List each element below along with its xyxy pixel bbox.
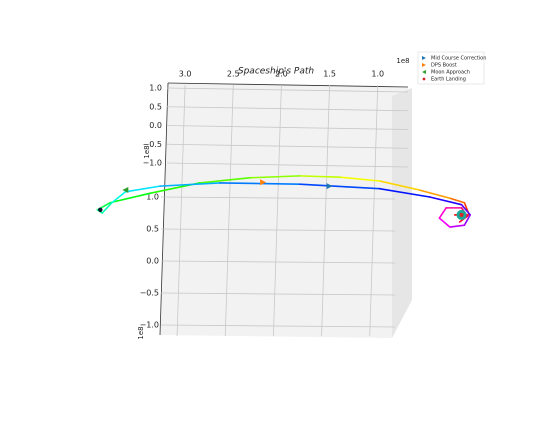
grid-line [166, 162, 409, 168]
path-segment [198, 177, 251, 184]
legend-label: Moon Approach [431, 70, 470, 76]
path-segment [248, 175, 301, 179]
path-segment [111, 191, 127, 204]
path-segment [339, 176, 381, 182]
path-segment [438, 217, 451, 228]
event-marker [122, 186, 129, 193]
x-tick-label: 1.5 [323, 70, 336, 79]
grid-line [166, 125, 409, 130]
legend-marker [422, 63, 426, 67]
path-segment [378, 187, 431, 198]
x-tick-label: 3.0 [179, 70, 192, 79]
grid-line [160, 260, 396, 264]
z-tick-label: −0.5 [140, 289, 159, 298]
y-tick-label: −1.0 [143, 159, 162, 168]
path-segment [218, 182, 301, 185]
z-offset: 1e8 [137, 326, 145, 339]
path-segment [438, 207, 447, 219]
path-segment [428, 196, 463, 206]
path-segment [460, 203, 472, 216]
path-segment [298, 175, 341, 178]
x-axis-line [167, 82, 409, 88]
path-segment [298, 183, 381, 190]
legend-label: DPS Boost [431, 63, 457, 69]
chart-title: Spaceship's Path [238, 67, 315, 77]
y-tick-label: 1.0 [149, 84, 162, 93]
side-pane [392, 88, 412, 338]
body [98, 207, 103, 212]
grid-line [369, 84, 379, 337]
grid-line [176, 84, 186, 337]
z-tick-label: 1.0 [146, 193, 159, 202]
y-offset: 1e8 [143, 145, 151, 158]
path-segment [463, 214, 472, 226]
grid-line [166, 87, 409, 93]
event-marker [326, 183, 333, 190]
legend-marker [422, 70, 426, 74]
path-segment [449, 224, 466, 228]
legend-label: Mid Course Correction [431, 56, 486, 62]
grid-line [160, 196, 396, 200]
z-tick-label: 0.5 [146, 225, 159, 234]
path-segment [101, 201, 113, 214]
x-tick-label: 2.0 [275, 70, 288, 79]
grid-line [166, 106, 409, 112]
x-tick-label: 1.0 [371, 70, 384, 79]
y-tick-label: −0.5 [143, 140, 162, 149]
back-pane [160, 83, 408, 338]
path-segment [124, 185, 161, 193]
grid-line [160, 292, 396, 296]
x-tick-label: 2.5 [227, 70, 240, 79]
grid-line [166, 143, 409, 149]
z-tick-label: 0.0 [146, 257, 159, 266]
y-tick-label: 0.5 [149, 102, 162, 111]
legend-box [417, 51, 485, 85]
event-marker [260, 179, 267, 186]
path-segment [159, 182, 221, 187]
x-offset: 1e8 [396, 57, 409, 65]
y-tick-label: 0.0 [149, 121, 162, 130]
grid-line [160, 324, 396, 328]
path-segment [109, 192, 152, 204]
path-segment [418, 189, 451, 200]
path-segment [449, 197, 466, 204]
legend-label: Earth Landing [431, 77, 466, 83]
z-tick-label: −1.0 [140, 321, 159, 330]
legend-marker [422, 56, 426, 60]
grid-line [160, 228, 396, 232]
event-marker [459, 212, 464, 218]
path-segment [378, 180, 420, 191]
legend-marker [422, 77, 426, 81]
